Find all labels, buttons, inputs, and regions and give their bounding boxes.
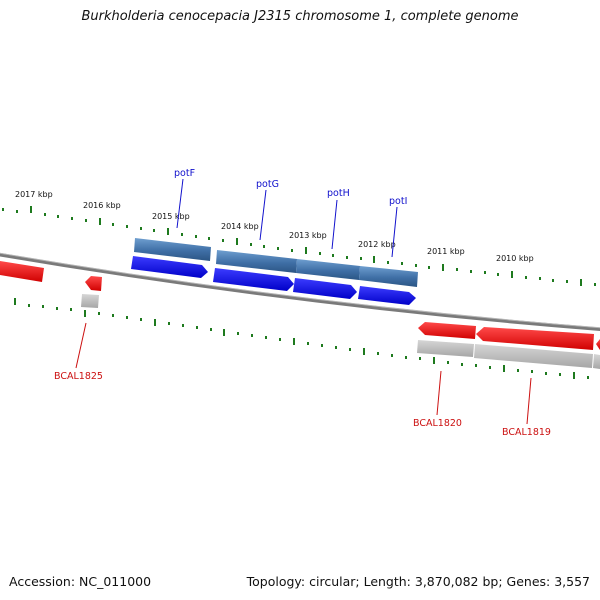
gene-label-BCAL1819[interactable]: BCAL1819 (502, 427, 551, 438)
gene-label-potH[interactable]: potH (327, 188, 350, 199)
cds-arrow-left-edge[interactable] (0, 261, 44, 282)
inner-tick-ring (14, 298, 589, 379)
scale-label: 2010 kbp (496, 254, 534, 263)
cds-arrow-BCAL1820[interactable] (418, 322, 476, 339)
label-leaders (75, 178, 532, 425)
scale-label: 2017 kbp (15, 190, 53, 199)
cds-arrow-potH[interactable] (293, 278, 357, 299)
reverse-cds-row (0, 261, 600, 350)
reverse-gene-track (81, 294, 600, 369)
map-title: Burkholderia cenocepacia J2315 chromosom… (81, 9, 519, 24)
outer-tick-ring (2, 206, 596, 286)
gene-label-potI[interactable]: potI (389, 196, 407, 207)
scale-label: 2012 kbp (358, 240, 396, 249)
scale-label: 2014 kbp (221, 222, 259, 231)
topology-summary: Topology: circular; Length: 3,870,082 bp… (246, 574, 590, 589)
gene-label-potF[interactable]: potF (174, 168, 195, 179)
scale-label: 2011 kbp (427, 247, 465, 256)
cds-arrow-potG[interactable] (213, 268, 294, 291)
gene-label-potG[interactable]: potG (256, 179, 279, 190)
scale-labels: 2017 kbp 2016 kbp 2015 kbp 2014 kbp 2013… (15, 190, 534, 263)
cds-arrow-BCAL1819[interactable] (476, 327, 594, 350)
cds-arrow-right-edge[interactable] (596, 339, 600, 350)
scale-label: 2013 kbp (289, 231, 327, 240)
genome-backbone (0, 252, 600, 331)
cds-arrow-BCAL1825[interactable] (85, 276, 102, 291)
cds-arrow-potF[interactable] (131, 256, 208, 278)
gene-label-BCAL1825[interactable]: BCAL1825 (54, 371, 103, 382)
forward-gene-track (134, 238, 418, 287)
cds-arrow-potI[interactable] (358, 286, 416, 305)
scale-label: 2015 kbp (152, 212, 190, 221)
scale-label: 2016 kbp (83, 201, 121, 210)
accession-text: Accession: NC_011000 (9, 574, 152, 589)
gene-labels: potF potG potH potI BCAL1825 BCAL1820 BC… (54, 168, 551, 438)
forward-cds-row (131, 256, 416, 305)
gene-label-BCAL1820[interactable]: BCAL1820 (413, 418, 462, 429)
